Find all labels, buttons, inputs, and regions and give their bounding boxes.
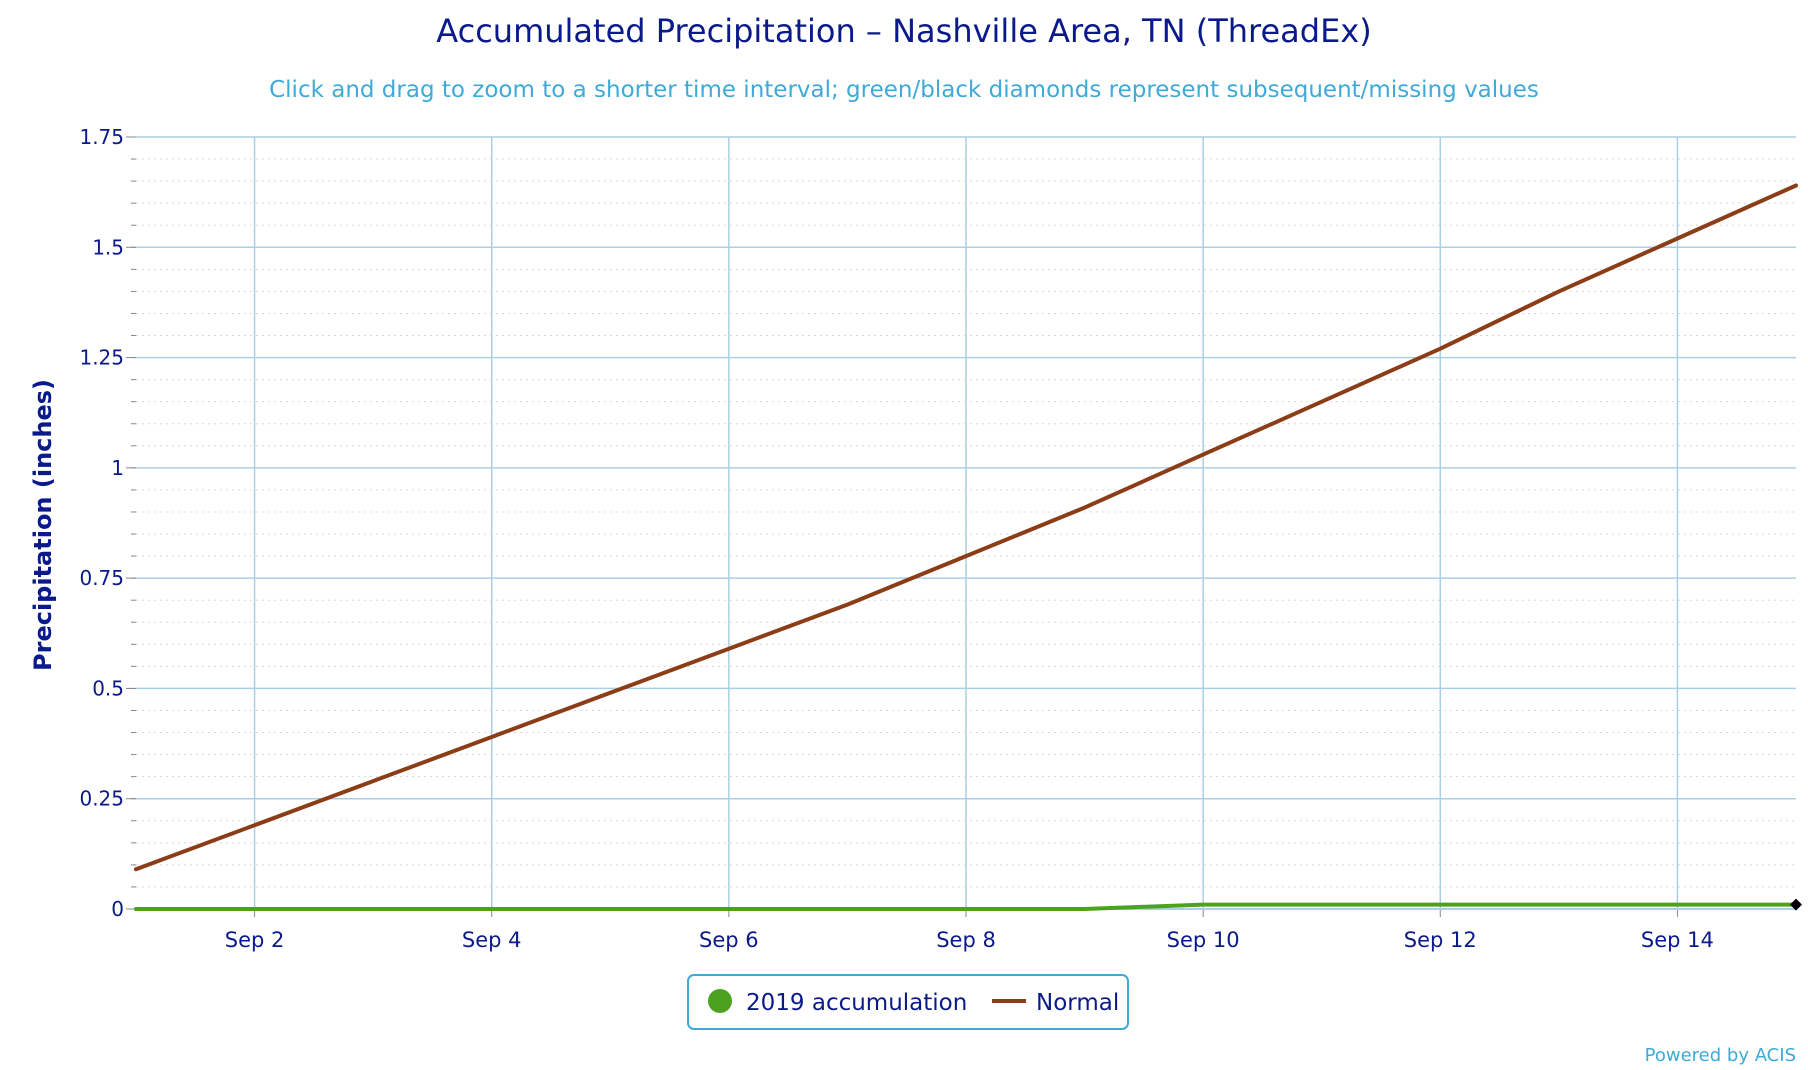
series-line-2019-accumulation[interactable] xyxy=(134,902,1798,911)
x-tick-label: Sep 12 xyxy=(1404,928,1477,952)
legend-item-normal[interactable]: Normal xyxy=(992,990,1119,1016)
chart-subtitle: Click and drag to zoom to a shorter time… xyxy=(269,77,1539,103)
x-tick-label: Sep 14 xyxy=(1641,928,1714,952)
series-layer xyxy=(134,183,1802,911)
axis-layer: 0 0.25 0.5 0.75 1 1.25 1.5 1.75 Sep 2 Sep 4 Sep 6 S… xyxy=(79,125,1796,952)
y-tick-label: 0 xyxy=(111,897,124,921)
y-tick-label: 0.75 xyxy=(79,566,124,590)
x-tick-label: Sep 4 xyxy=(462,928,522,952)
y-tick-label: 0.5 xyxy=(92,676,124,700)
x-tick-label: Sep 2 xyxy=(225,928,285,952)
legend-item-2019-accumulation[interactable]: 2019 accumulation xyxy=(708,989,967,1016)
grid-layer xyxy=(136,136,1796,910)
x-tick-label: Sep 8 xyxy=(936,928,996,952)
legend: 2019 accumulation Normal xyxy=(687,974,1129,1030)
x-tick-label: Sep 6 xyxy=(699,928,759,952)
legend-box xyxy=(687,974,1129,1030)
y-tick-label: 1.5 xyxy=(92,235,124,259)
chart-title: Accumulated Precipitation – Nashville Ar… xyxy=(436,12,1371,50)
legend-symbol-2019-accumulation xyxy=(708,989,732,1013)
y-tick-label: 1 xyxy=(111,456,124,480)
y-axis-label: Precipitation (inches) xyxy=(29,379,57,671)
series-line-normal[interactable] xyxy=(134,183,1798,872)
legend-label-normal: Normal xyxy=(1036,990,1119,1016)
y-tick-label: 1.25 xyxy=(79,346,124,370)
legend-label-2019-accumulation: 2019 accumulation xyxy=(746,990,967,1016)
y-tick-label: 0.25 xyxy=(79,787,124,811)
x-tick-label: Sep 10 xyxy=(1167,928,1240,952)
y-tick-label: 1.75 xyxy=(79,125,124,149)
credit-link[interactable]: Powered by ACIS xyxy=(1645,1045,1796,1066)
missing-value-diamond[interactable] xyxy=(1790,898,1802,911)
